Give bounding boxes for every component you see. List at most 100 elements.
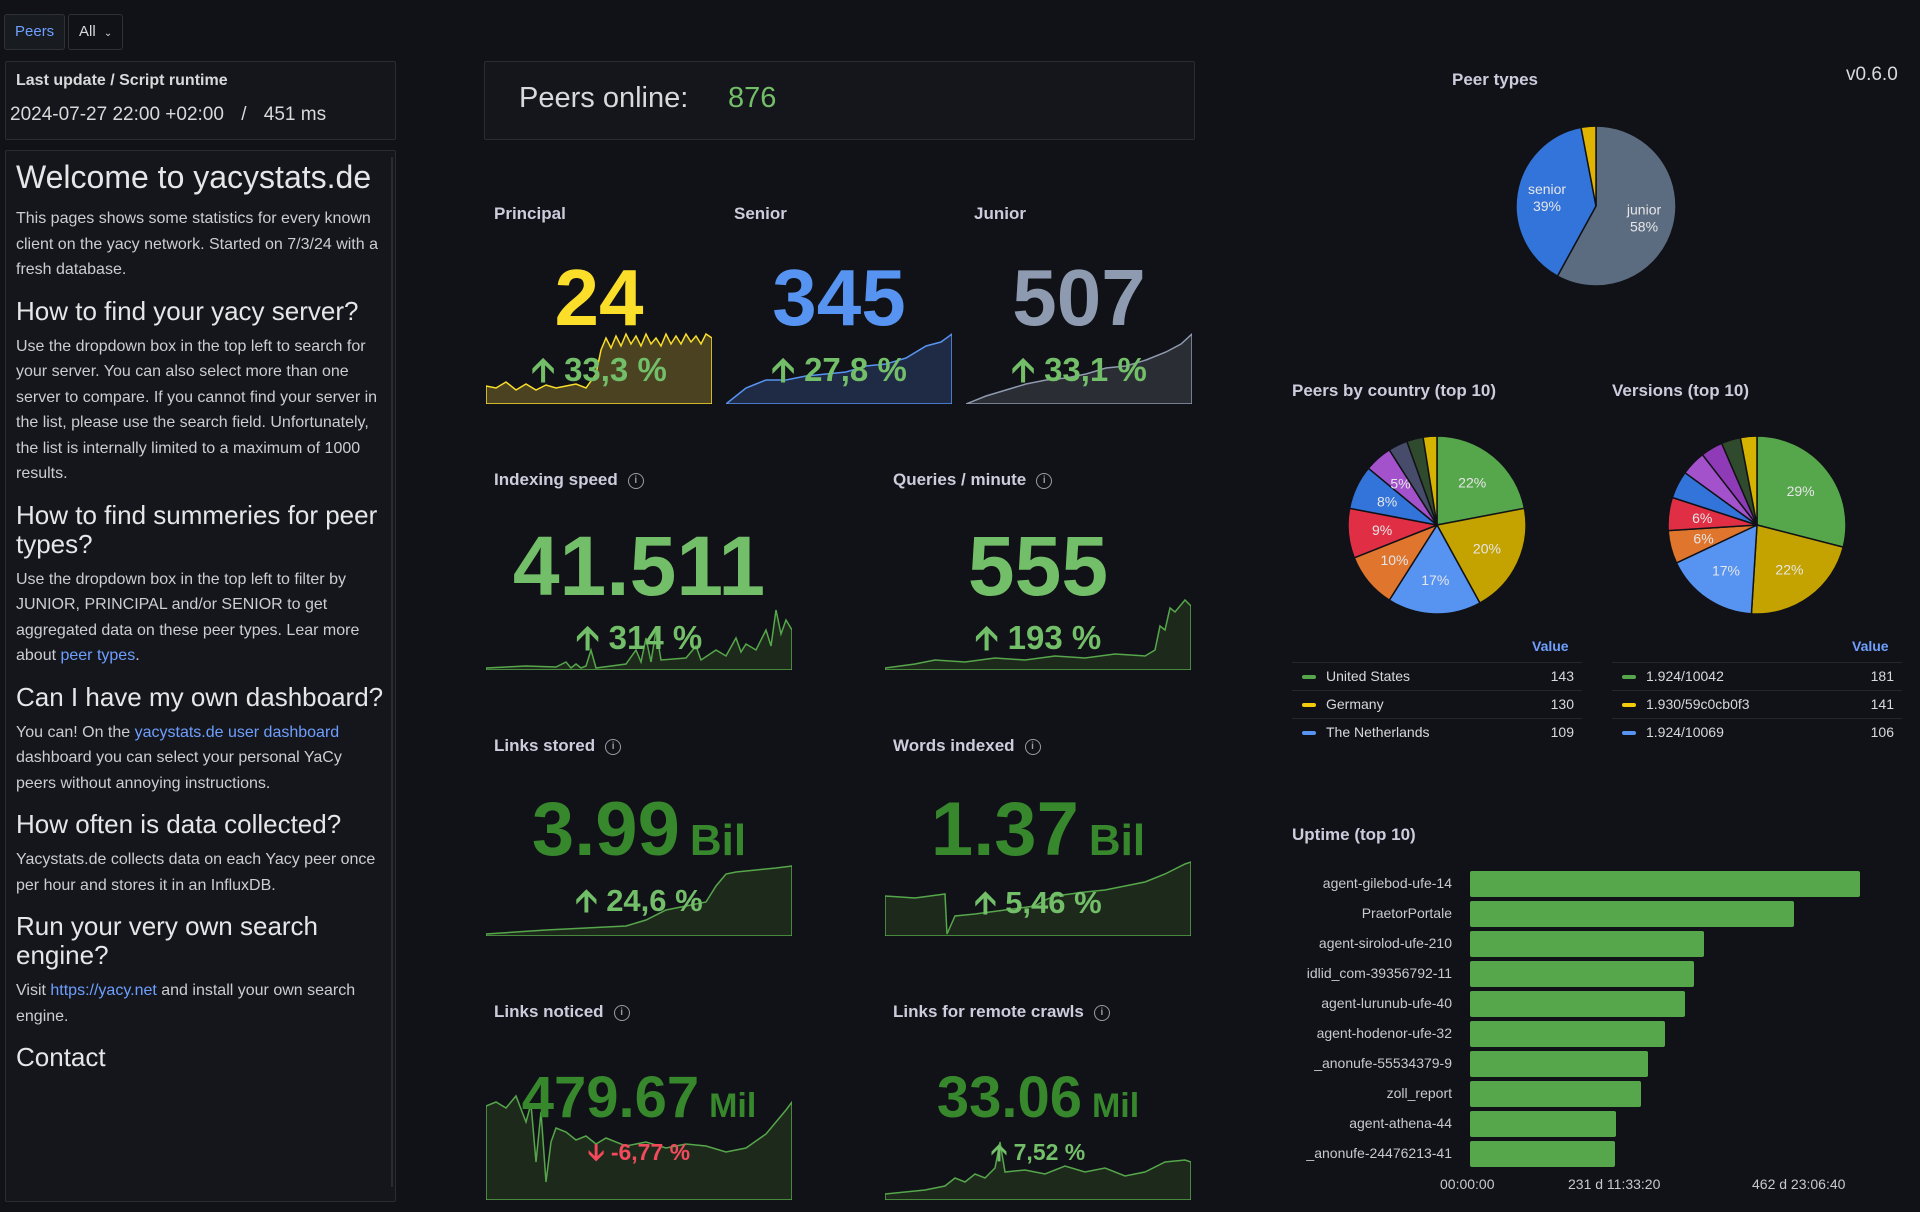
info-icon[interactable]: i	[605, 739, 622, 755]
pie-slice[interactable]	[1675, 523, 1758, 615]
info-icon[interactable]: i	[1093, 1005, 1110, 1021]
pie-slice[interactable]	[1739, 435, 1758, 526]
heading-contact: Contact	[16, 1042, 106, 1072]
pie-slice-label: 5%	[1390, 476, 1410, 492]
heading-collected: How often is data collected?	[16, 809, 342, 839]
pie-slice[interactable]	[1515, 126, 1597, 278]
heading-find-server: How to find your yacy server?	[16, 295, 359, 326]
remote-crawls-delta: 🡩 7,52 %	[990, 1139, 1086, 1165]
links-stored-delta: 🡩 24,6 %	[575, 883, 703, 918]
arrow-up-icon: 🡩	[1011, 351, 1035, 388]
links-stored-value: 3.99 Bil	[531, 787, 747, 872]
pie-slice-label: 29%	[1787, 483, 1815, 499]
country-value-header[interactable]: Value	[1532, 638, 1569, 654]
principal-sparkline	[486, 332, 712, 404]
uptime-bar[interactable]	[1470, 901, 1794, 927]
legend-value: 143	[1550, 668, 1574, 684]
yacy-link[interactable]: https://yacy.net	[50, 982, 157, 999]
text-summaries: Use the dropdown box in the top left to …	[16, 570, 360, 665]
info-icon[interactable]: i	[627, 473, 644, 489]
arrow-up-icon: 🡩	[575, 619, 600, 656]
legend-swatch	[1302, 703, 1316, 708]
pie-slice[interactable]	[1556, 125, 1677, 287]
links-noticed-title: Links noticed i	[494, 1002, 630, 1022]
uptime-bar[interactable]	[1470, 1141, 1615, 1167]
uptime-bar[interactable]	[1470, 991, 1686, 1017]
welcome-scrollbar[interactable]	[391, 157, 393, 1187]
uptime-bar[interactable]	[1470, 1111, 1617, 1137]
legend-value: 109	[1550, 724, 1574, 740]
remote-crawls-title: Links for remote crawls i	[893, 1002, 1110, 1022]
arrow-up-icon: 🡩	[990, 1139, 1008, 1165]
uptime-bar[interactable]	[1470, 1051, 1648, 1077]
legend-row[interactable]: 1.924/10042 181	[1612, 662, 1902, 688]
pie-slice[interactable]	[1435, 507, 1527, 605]
pie-slice-label: 20%	[1473, 540, 1501, 556]
uptime-title: Uptime (top 10)	[1292, 825, 1416, 844]
uptime-bar-label: _anonufe-55534379-9	[1314, 1055, 1452, 1071]
arrow-up-icon: 🡩	[575, 883, 598, 918]
peer-types-link[interactable]: peer types	[60, 647, 136, 664]
last-update-datetime: 2024-07-27 22:00 +02:00	[10, 104, 224, 125]
principal-title: Principal	[494, 204, 566, 223]
pie-slice-label: 39%	[1533, 198, 1561, 214]
pie-slice[interactable]	[1756, 435, 1847, 549]
uptime-bar[interactable]	[1470, 961, 1694, 987]
junior-delta: 🡩 33,1 %	[1011, 351, 1147, 388]
pie-slice-label: 22%	[1458, 474, 1486, 490]
legend-swatch	[1302, 731, 1316, 736]
last-update-title: Last update / Script runtime	[16, 72, 228, 89]
indexing-sparkline	[486, 609, 792, 670]
uptime-axis-tick: 231 d 11:33:20	[1568, 1176, 1661, 1192]
legend-row[interactable]: United States 143	[1292, 662, 1582, 688]
pie-slice-label: 6%	[1693, 531, 1713, 547]
uptime-bar[interactable]	[1470, 871, 1860, 897]
pie-slice[interactable]	[1750, 524, 1845, 615]
pie-slice-label: 17%	[1712, 563, 1740, 579]
versions-pie-title: Versions (top 10)	[1612, 381, 1749, 400]
info-icon[interactable]: i	[613, 1005, 630, 1021]
remote-crawls-value: 33.06 Mil	[936, 1065, 1140, 1130]
legend-row[interactable]: 1.930/59c0cb0f3 141	[1612, 690, 1902, 716]
legend-name: 1.930/59c0cb0f3	[1646, 696, 1750, 712]
info-icon[interactable]: i	[1024, 739, 1041, 755]
pie-slice[interactable]	[1388, 523, 1481, 615]
uptime-bar-label: agent-sirolod-ufe-210	[1318, 935, 1452, 951]
senior-delta: 🡩 27,8 %	[771, 351, 907, 388]
uptime-bar[interactable]	[1470, 1021, 1665, 1047]
pie-slice-label: 17%	[1421, 572, 1449, 588]
uptime-bar[interactable]	[1470, 931, 1704, 957]
arrow-up-icon: 🡩	[974, 619, 999, 656]
uptime-bar[interactable]	[1470, 1081, 1641, 1107]
queries-title: Queries / minute i	[893, 470, 1053, 490]
legend-row[interactable]: The Netherlands 109	[1292, 718, 1582, 744]
peers-select[interactable]: All ⌄	[68, 14, 124, 50]
pie-slice-label: 10%	[1380, 552, 1408, 568]
junior-title: Junior	[974, 204, 1026, 223]
uptime-bar-label: idlid_com-39356792-11	[1306, 965, 1452, 981]
legend-row[interactable]: Germany 130	[1292, 690, 1582, 716]
words-indexed-delta: 🡩 5,46 %	[974, 885, 1102, 920]
pie-slice-label: 22%	[1775, 562, 1803, 578]
legend-value: 141	[1870, 696, 1894, 712]
principal-delta: 🡩 33,3 %	[531, 351, 667, 388]
pie-slice[interactable]	[1580, 125, 1597, 207]
links-stored-title: Links stored i	[494, 736, 622, 756]
queries-value: 555	[967, 519, 1109, 613]
legend-row[interactable]: 1.924/10069 106	[1612, 718, 1902, 744]
legend-name: Germany	[1326, 696, 1384, 712]
info-icon[interactable]: i	[1036, 473, 1053, 489]
pie-slice[interactable]	[1436, 435, 1526, 526]
pie-slice[interactable]	[1422, 435, 1438, 526]
remote-crawls-sparkline	[885, 1141, 1191, 1200]
version-label: v0.6.0	[1846, 64, 1898, 85]
legend-value: 130	[1550, 696, 1574, 712]
versions-value-header[interactable]: Value	[1852, 638, 1889, 654]
pie-slice-label: 8%	[1377, 494, 1397, 510]
last-update-panel: Last update / Script runtime 2024-07-27 …	[5, 61, 396, 140]
peers-variable-label[interactable]: Peers	[4, 14, 66, 50]
legend-name: United States	[1326, 668, 1411, 684]
user-dashboard-link[interactable]: yacystats.de user dashboard	[134, 723, 340, 741]
legend-swatch	[1302, 675, 1316, 680]
